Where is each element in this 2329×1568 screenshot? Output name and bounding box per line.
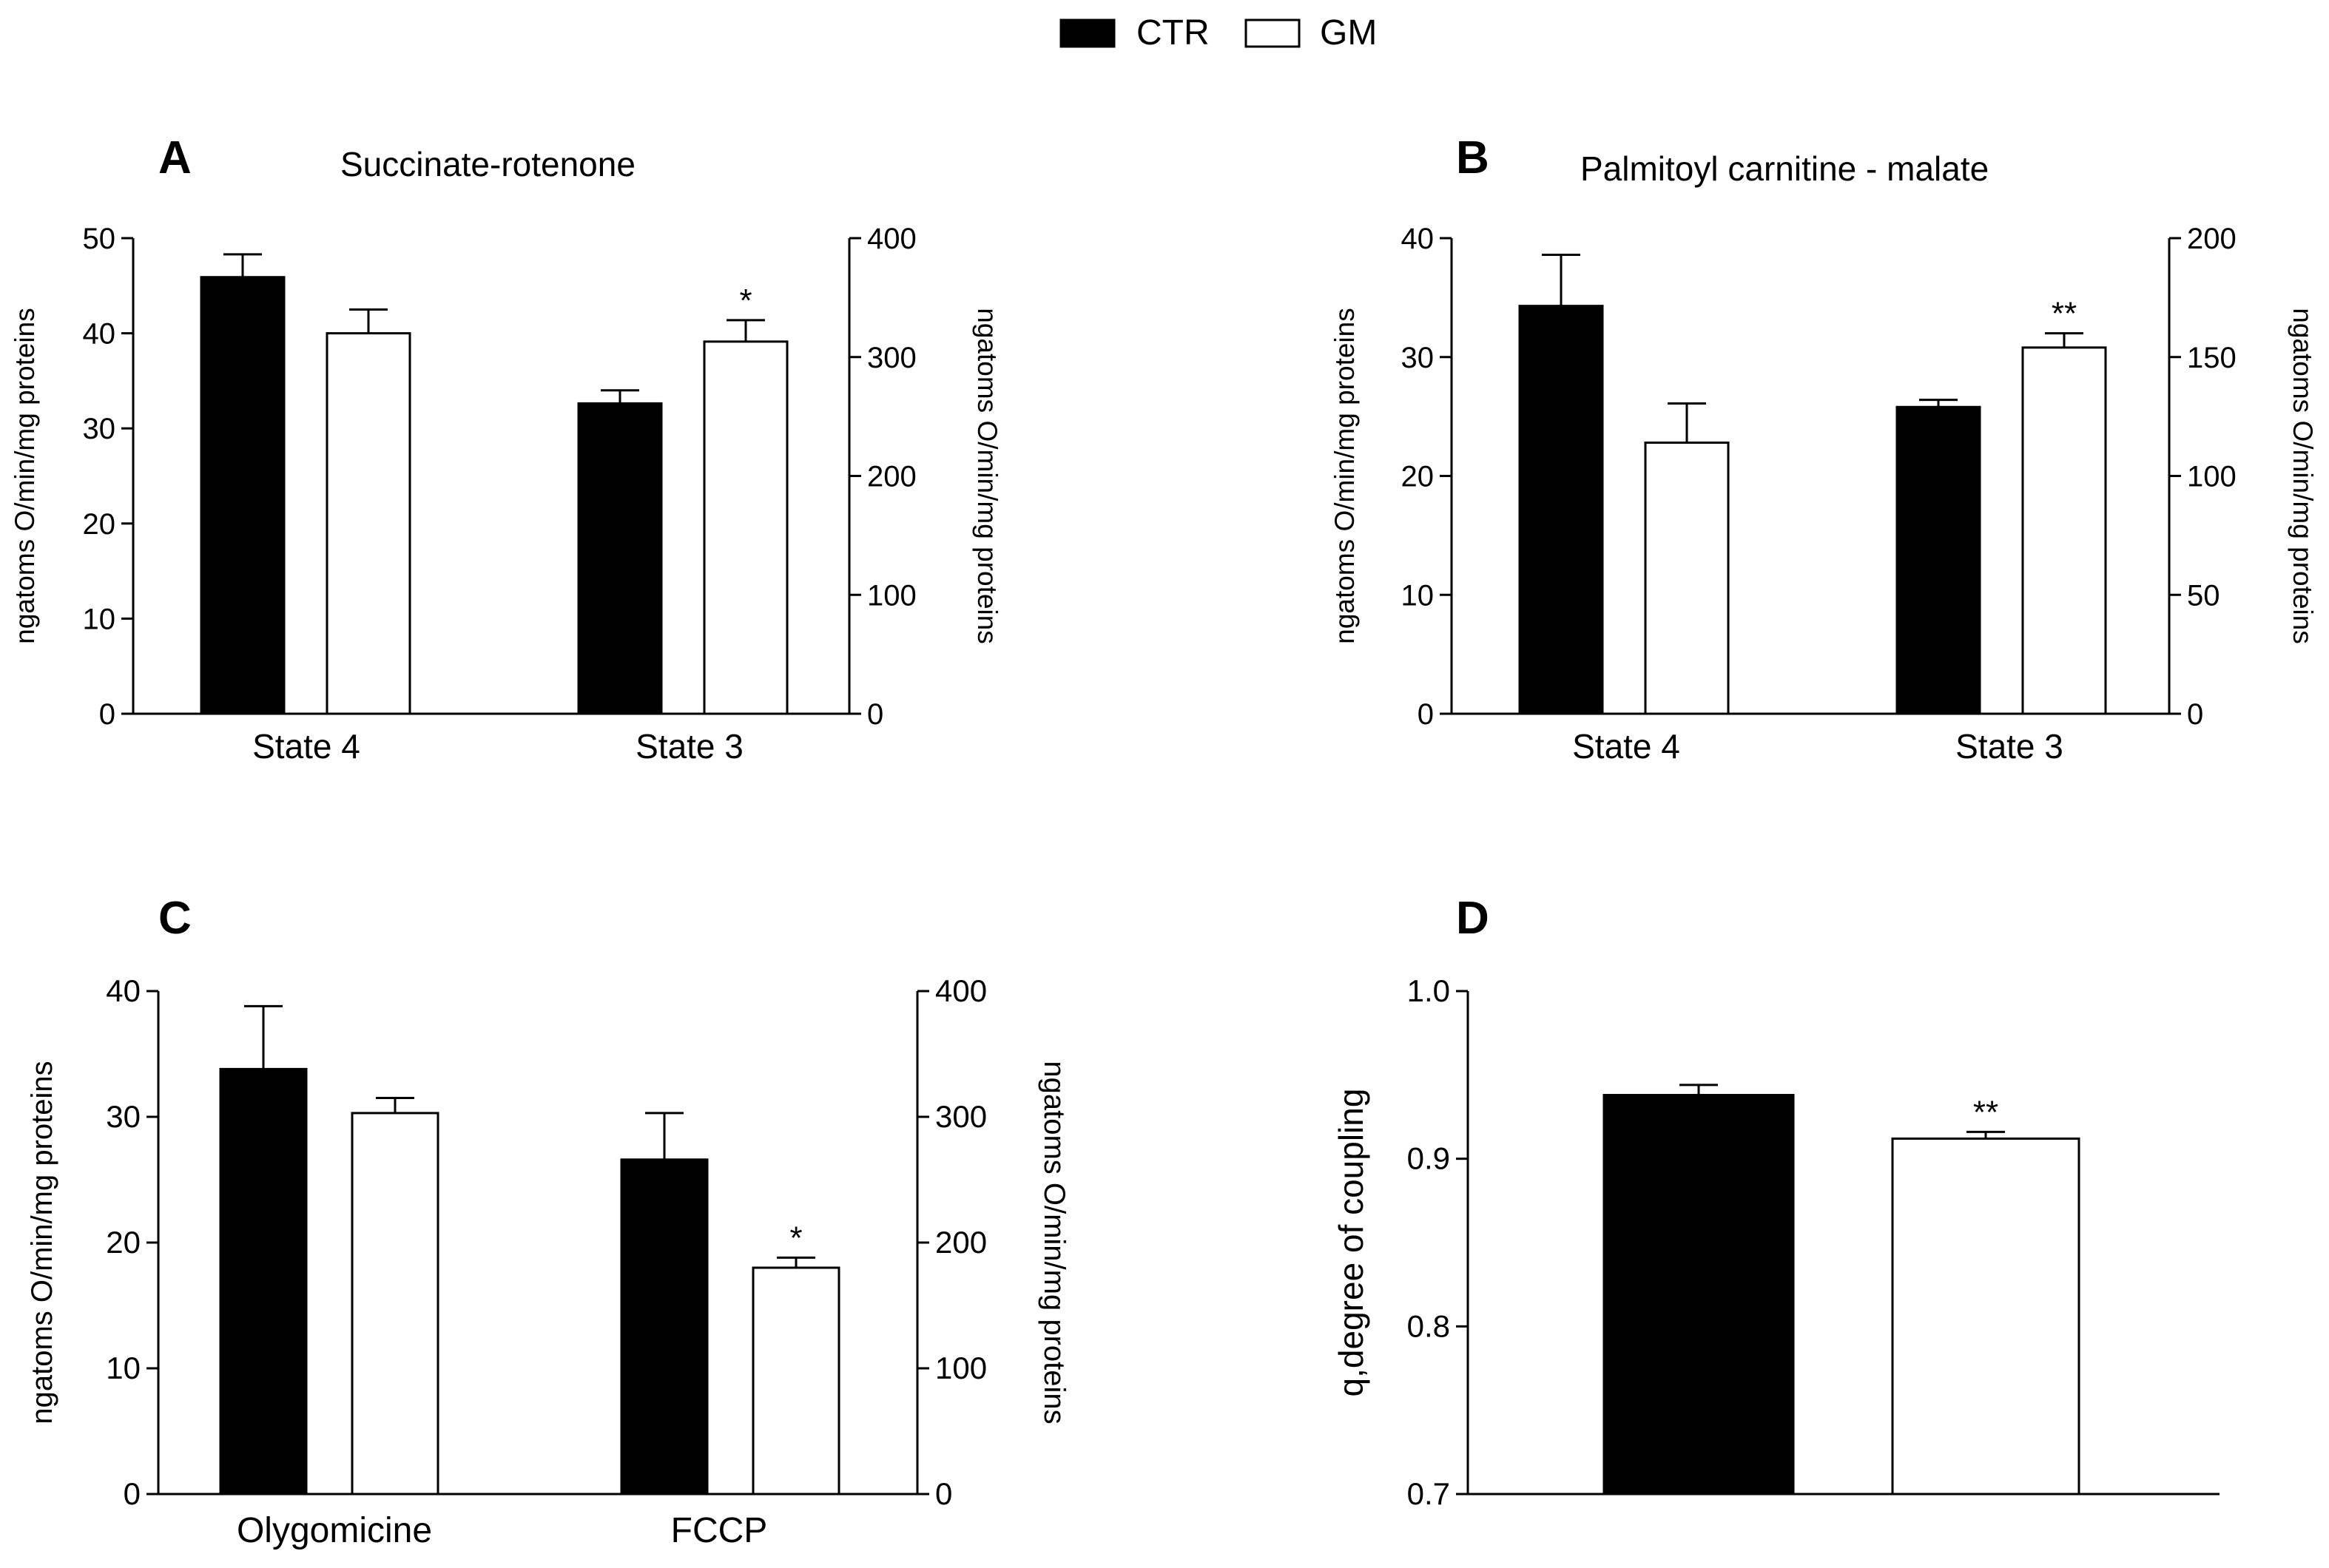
y-tick-label-right: 0 <box>867 698 883 731</box>
y-tick-label-left: 0 <box>99 698 115 731</box>
significance-marker: * <box>739 283 752 319</box>
y-tick-label-left: 0.7 <box>1407 1476 1450 1511</box>
significance-marker: ** <box>1973 1094 1998 1130</box>
panel-d: D 0.7 0.8 0.9 1.0 q,degree of coupling ** <box>1332 893 2220 1511</box>
y-tick-label-left: 10 <box>83 603 116 635</box>
panel-label: B <box>1456 132 1489 183</box>
y-tick-label-left: 0.8 <box>1407 1308 1450 1343</box>
y-tick-label-right: 50 <box>2187 579 2220 612</box>
y-axis-label-right: ngatoms O/min/mg proteins <box>2288 308 2318 643</box>
y-tick-label-left: 10 <box>1401 579 1435 612</box>
y-tick-label-right: 0 <box>2187 698 2203 731</box>
panel-title: Succinate-rotenone <box>340 145 636 183</box>
bar-gm <box>703 340 789 715</box>
y-tick-label-left: 1.0 <box>1407 973 1450 1008</box>
bar-gm <box>1644 441 1730 715</box>
legend-label-ctr: CTR <box>1136 13 1210 53</box>
bar-ctr <box>1602 1094 1795 1496</box>
y-tick-label-left: 40 <box>106 973 141 1008</box>
y-tick-label-left: 20 <box>83 508 116 541</box>
bar-ctr <box>577 402 663 715</box>
significance-marker: * <box>789 1220 802 1256</box>
y-tick-label-left: 10 <box>106 1351 141 1385</box>
panel-label: A <box>158 132 192 183</box>
y-tick-label-left: 30 <box>1401 342 1435 374</box>
panels: A Succinate-rotenone010203040500100200300… <box>10 132 2318 1550</box>
y-tick-label-right: 200 <box>2187 223 2237 255</box>
legend-swatch-gm <box>1244 18 1301 48</box>
y-tick-label-right: 400 <box>935 973 987 1008</box>
y-tick-label-left: 30 <box>106 1099 141 1134</box>
y-tick-label-right: 100 <box>2187 461 2237 493</box>
y-tick-label-right: 100 <box>935 1351 987 1385</box>
bar-gm <box>752 1266 840 1496</box>
x-category-label: State 3 <box>1955 727 2063 766</box>
y-axis-label-right: ngatoms O/min/mg proteins <box>972 308 1002 643</box>
legend-label-gm: GM <box>1320 13 1377 53</box>
bar-ctr <box>620 1158 709 1496</box>
x-category-label: State 4 <box>252 727 360 766</box>
y-tick-label-right: 400 <box>867 223 917 255</box>
x-category-label: State 3 <box>636 727 744 766</box>
panel-a: A Succinate-rotenone 0 10 20 30 40 50 0 100 200 300… <box>10 132 1002 766</box>
y-tick-label-right: 200 <box>935 1225 987 1260</box>
bar-gm <box>1891 1137 2080 1496</box>
bar-gm <box>2021 346 2107 715</box>
y-axis-label-left: ngatoms O/min/mg proteins <box>10 308 40 643</box>
y-tick-label-right: 150 <box>2187 342 2237 374</box>
bar-gm <box>351 1112 439 1496</box>
bar-ctr <box>1895 405 1981 715</box>
y-tick-label-right: 200 <box>867 461 917 493</box>
legend-swatch-ctr <box>1059 18 1116 48</box>
panel-label: D <box>1456 893 1489 944</box>
panel-title: Palmitoyl carnitine - malate <box>1580 149 1989 188</box>
y-axis-label-right: ngatoms O/min/mg proteins <box>1038 1061 1071 1424</box>
panel-b: B Palmitoyl carnitine - malate 0 10 20 30 40 0 5… <box>1329 132 2318 766</box>
x-category-label: Olygomicine <box>237 1511 432 1550</box>
y-axis-label-left: ngatoms O/min/mg proteins <box>26 1061 58 1424</box>
y-tick-label-left: 40 <box>83 318 116 351</box>
y-tick-label-left: 0.9 <box>1407 1141 1450 1176</box>
legend: CTR GM <box>1059 13 1377 53</box>
bar-ctr <box>200 276 286 715</box>
y-tick-label-left: 0 <box>124 1476 141 1511</box>
y-tick-label-right: 100 <box>867 579 917 612</box>
y-tick-label-left: 40 <box>1401 223 1435 255</box>
y-tick-label-right: 300 <box>867 342 917 374</box>
y-tick-label-left: 20 <box>106 1225 141 1260</box>
bar-ctr <box>1518 305 1604 715</box>
panel-label: C <box>158 893 192 944</box>
y-tick-label-left: 30 <box>83 413 116 445</box>
y-tick-label-left: 0 <box>1418 698 1434 731</box>
x-category-label: FCCP <box>671 1511 768 1550</box>
y-tick-label-left: 20 <box>1401 461 1435 493</box>
bar-gm <box>326 332 411 715</box>
y-tick-label-left: 50 <box>83 223 116 255</box>
y-axis-label-left: q,degree of coupling <box>1332 1089 1370 1397</box>
y-axis-label-left: ngatoms O/min/mg proteins <box>1329 308 1360 643</box>
x-category-label: State 4 <box>1572 727 1680 766</box>
significance-marker: ** <box>2052 296 2077 332</box>
y-tick-label-right: 0 <box>935 1476 952 1511</box>
bar-ctr <box>219 1067 308 1496</box>
y-tick-label-right: 300 <box>935 1099 987 1134</box>
